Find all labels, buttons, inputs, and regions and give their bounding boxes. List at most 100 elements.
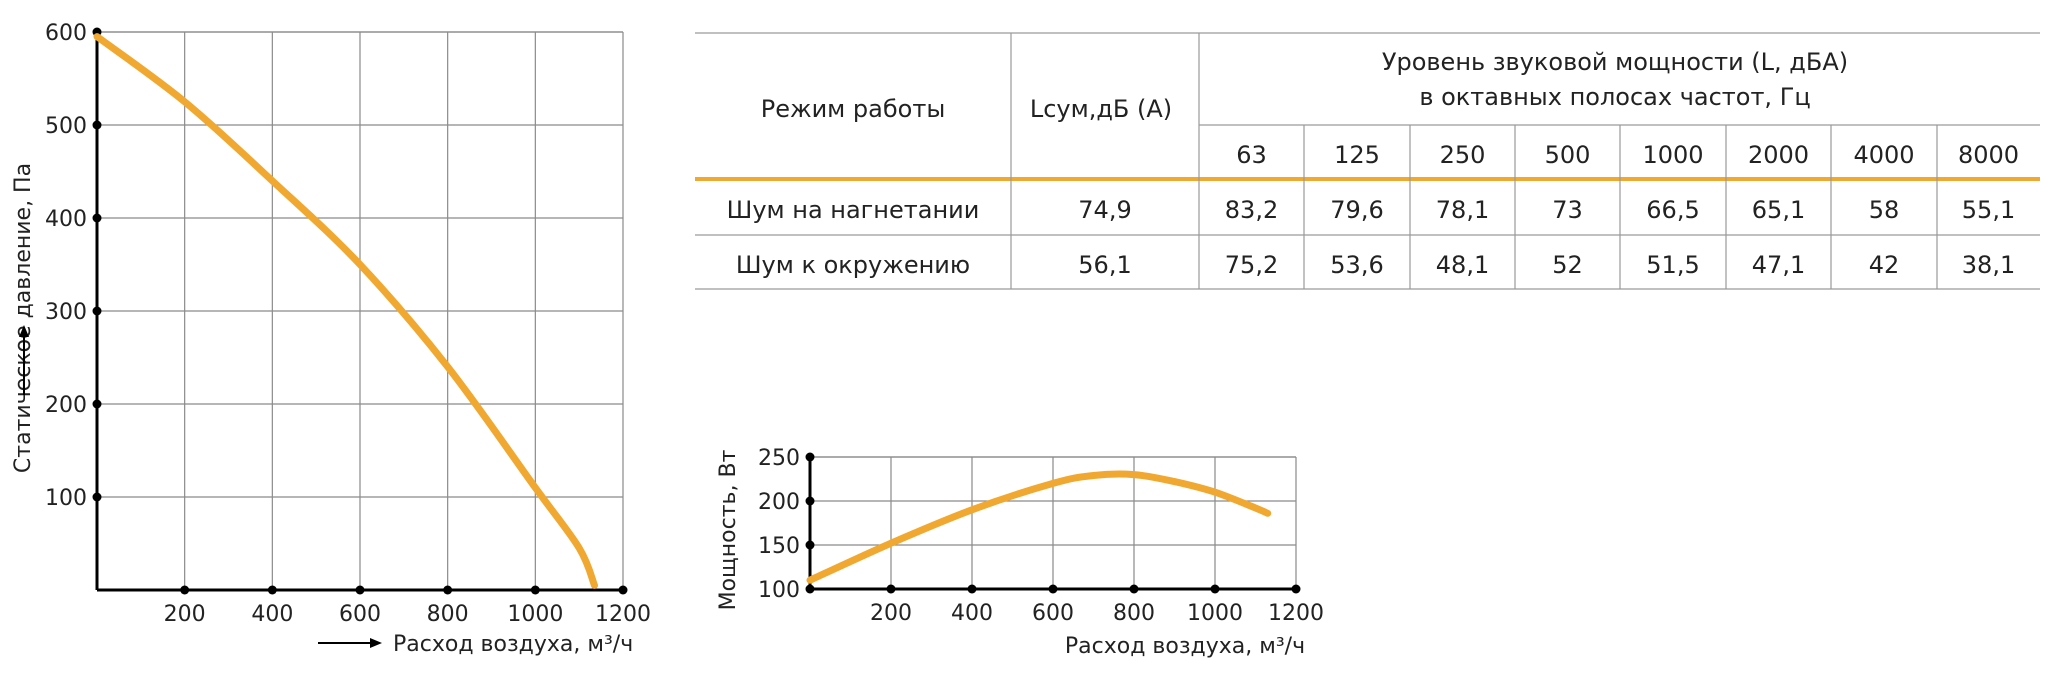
pressure-x-tick-label: 1200 xyxy=(595,602,651,627)
table-frequency-header: 4000 xyxy=(1853,141,1914,169)
table-cell-value: 53,6 xyxy=(1330,251,1383,279)
table-cell-value: 66,5 xyxy=(1646,196,1699,224)
power-x-tick-dot xyxy=(886,584,896,594)
power-chart: 200 400 600 800 1000 1200 100 150 200 250 Мощност… xyxy=(716,446,1324,659)
pressure-y-tick-dot xyxy=(92,120,102,130)
pressure-x-tick-label: 400 xyxy=(251,602,293,627)
pressure-y-tick-dot xyxy=(92,399,102,409)
pressure-y-tick-label: 600 xyxy=(45,21,87,46)
pressure-x-tick-dot xyxy=(355,585,365,595)
table-cell-value: 78,1 xyxy=(1436,196,1489,224)
pressure-ylabel: Статическое давление, Па xyxy=(11,163,36,473)
table-header-lsum: Lсум,дБ (A) xyxy=(1030,95,1172,123)
pressure-x-tick-dot xyxy=(618,585,628,595)
pressure-xlabel-arrow xyxy=(318,638,382,648)
table-cell-value: 47,1 xyxy=(1752,251,1805,279)
power-x-tick-dot xyxy=(1210,584,1220,594)
power-ylabel-group: Мощность, Вт xyxy=(716,449,741,610)
pressure-ylabel-arrow xyxy=(19,325,29,395)
table-lines xyxy=(695,32,2040,290)
power-y-tick-dot xyxy=(805,496,815,506)
power-x-tick-label: 600 xyxy=(1032,601,1074,626)
pressure-tick-labels: 200 400 600 800 1000 1200 100 200 300 400 500 600 xyxy=(45,21,651,627)
pressure-x-tick-label: 200 xyxy=(164,602,206,627)
table-frequency-header: 8000 xyxy=(1958,141,2019,169)
table-row: Шум на нагнетании 74,9 83,2 79,6 78,1 73 66,5 6… xyxy=(727,196,2016,224)
table-cell-value: 51,5 xyxy=(1646,251,1699,279)
pressure-x-tick-label: 800 xyxy=(427,602,469,627)
pressure-y-tick-label: 200 xyxy=(45,393,87,418)
table-cell-value: 48,1 xyxy=(1436,251,1489,279)
table-frequency-header: 125 xyxy=(1334,141,1380,169)
pressure-x-tick-dot xyxy=(443,585,453,595)
table-cell-value: 52 xyxy=(1552,251,1583,279)
table-cell-value: 73 xyxy=(1552,196,1583,224)
power-x-tick-dot xyxy=(967,584,977,594)
power-xlabel: Расход воздуха, м³/ч xyxy=(1065,634,1305,659)
pressure-x-tick-dot xyxy=(180,585,190,595)
table-frequency-header: 500 xyxy=(1545,141,1591,169)
table-cell-value: 83,2 xyxy=(1225,196,1278,224)
power-x-tick-label: 400 xyxy=(951,601,993,626)
pressure-y-tick-label: 300 xyxy=(45,300,87,325)
pressure-ylabel-group: Статическое давление, Па xyxy=(11,163,36,473)
table-cell-value: 75,2 xyxy=(1225,251,1278,279)
power-x-tick-label: 1000 xyxy=(1187,601,1243,626)
power-y-tick-label: 200 xyxy=(758,490,800,515)
power-x-tick-label: 1200 xyxy=(1268,601,1324,626)
pressure-y-tick-label: 500 xyxy=(45,114,87,139)
pressure-y-tick-dot xyxy=(92,213,102,223)
table-cell-value: 65,1 xyxy=(1752,196,1805,224)
power-grid xyxy=(810,456,1297,590)
noise-table: Режим работы Lсум,дБ (A) Уровень звуково… xyxy=(695,32,2040,290)
table-frequency-header: 63 xyxy=(1236,141,1267,169)
pressure-grid xyxy=(97,31,624,590)
power-y-tick-dot xyxy=(805,584,815,594)
power-x-tick-dot xyxy=(1129,584,1139,594)
table-row: Шум к окружению 56,1 75,2 53,6 48,1 52 51,5 47,… xyxy=(736,251,2015,279)
power-tick-labels: 200 400 600 800 1000 1200 100 150 200 250 xyxy=(758,446,1324,626)
table-header-group-line1: Уровень звуковой мощности (L, дБА) xyxy=(1382,48,1848,76)
power-x-tick-label: 800 xyxy=(1113,601,1155,626)
power-axes xyxy=(805,452,1301,594)
pressure-chart: 200 400 600 800 1000 1200 100 200 300 400 500 600 С… xyxy=(11,21,651,657)
power-x-tick-dot xyxy=(1291,584,1301,594)
power-y-tick-dot xyxy=(805,540,815,550)
power-y-tick-label: 100 xyxy=(758,578,800,603)
table-frequency-header: 1000 xyxy=(1642,141,1703,169)
table-frequency-header: 250 xyxy=(1440,141,1486,169)
pressure-axes xyxy=(92,27,628,595)
table-rows: Шум на нагнетании 74,9 83,2 79,6 78,1 73 66,5 6… xyxy=(727,196,2016,279)
pressure-y-tick-label: 100 xyxy=(45,486,87,511)
pressure-x-tick-label: 1000 xyxy=(507,602,563,627)
table-cell-value: 38,1 xyxy=(1962,251,2015,279)
power-curve xyxy=(806,470,1272,584)
pressure-xlabel: Расход воздуха, м³/ч xyxy=(393,632,633,657)
pressure-curve xyxy=(93,33,598,589)
table-frequency-header: 2000 xyxy=(1748,141,1809,169)
pressure-x-tick-dot xyxy=(530,585,540,595)
table-cell-value: 42 xyxy=(1869,251,1900,279)
power-x-tick-dot xyxy=(1048,584,1058,594)
power-ylabel: Мощность, Вт xyxy=(716,449,741,610)
table-header-mode: Режим работы xyxy=(761,95,946,123)
power-y-tick-dot xyxy=(805,452,815,462)
table-cell-value: 79,6 xyxy=(1330,196,1383,224)
pressure-y-tick-dot xyxy=(92,306,102,316)
pressure-x-tick-dot xyxy=(267,585,277,595)
table-cell-value: 58 xyxy=(1869,196,1900,224)
table-cell-mode: Шум к окружению xyxy=(736,251,970,279)
pressure-x-tick-label: 600 xyxy=(339,602,381,627)
table-header-group-line2: в октавных полосах частот, Гц xyxy=(1419,83,1810,111)
pressure-y-tick-dot xyxy=(92,492,102,502)
table-cell-value: 55,1 xyxy=(1962,196,2015,224)
power-y-tick-label: 150 xyxy=(758,534,800,559)
table-cell-lsum: 74,9 xyxy=(1078,196,1131,224)
table-cell-mode: Шум на нагнетании xyxy=(727,196,980,224)
pressure-y-tick-label: 400 xyxy=(45,207,87,232)
table-frequency-headers: 63 125 250 500 1000 2000 4000 8000 xyxy=(1236,141,2019,169)
power-y-tick-label: 250 xyxy=(758,446,800,471)
table-cell-lsum: 56,1 xyxy=(1078,251,1131,279)
power-x-tick-label: 200 xyxy=(870,601,912,626)
